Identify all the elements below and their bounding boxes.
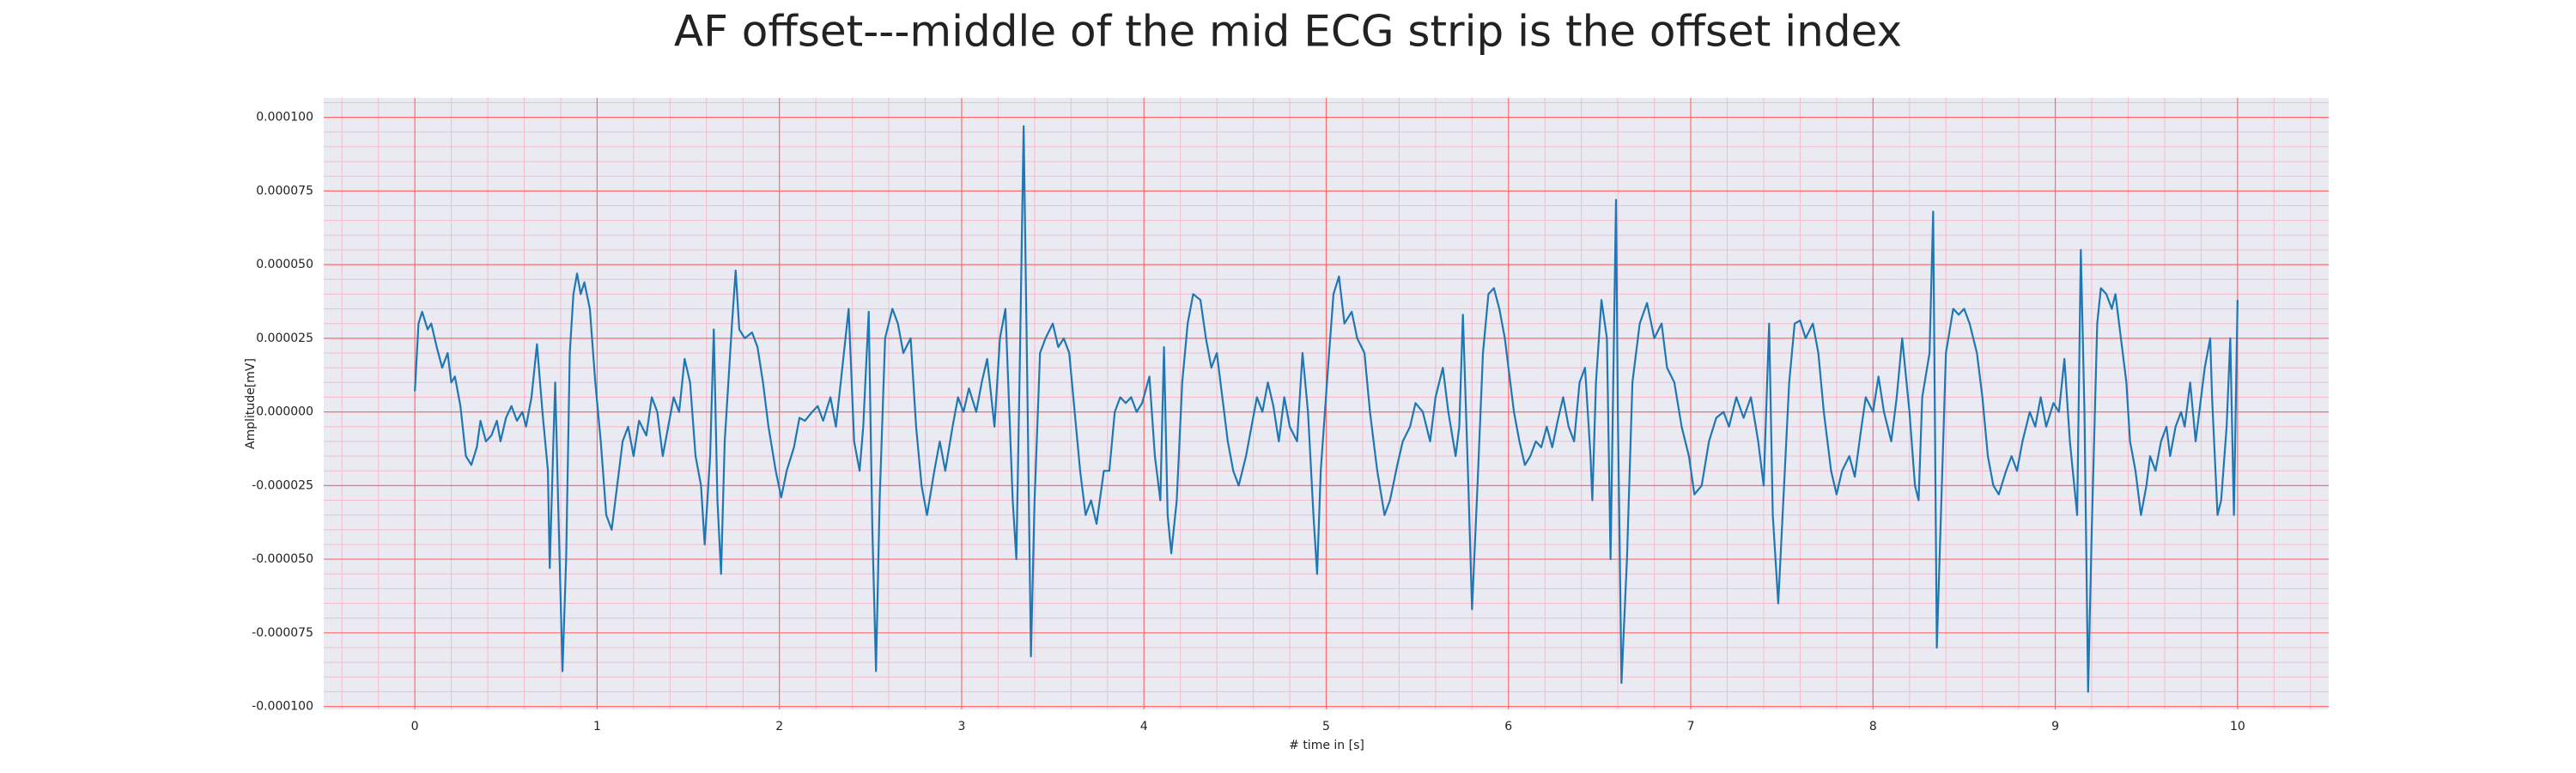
y-tick-label: 0.000100 — [256, 111, 313, 125]
x-tick-label: 3 — [957, 720, 965, 733]
ecg-line — [414, 125, 2239, 693]
x-tick-label: 1 — [593, 720, 601, 733]
y-tick-label: -0.000075 — [252, 626, 313, 640]
x-tick-label: 10 — [2230, 720, 2245, 733]
x-axis-label: # time in [s] — [1289, 739, 1364, 752]
y-tick-label: 0.000050 — [256, 258, 313, 271]
x-tick-label: 9 — [2051, 720, 2059, 733]
y-tick-label: -0.000100 — [252, 700, 313, 714]
y-tick-label: 0.000000 — [256, 405, 313, 419]
x-tick-label: 4 — [1140, 720, 1148, 733]
y-axis-label: Amplitude[mV] — [244, 358, 258, 449]
x-tick-label: 7 — [1687, 720, 1695, 733]
x-tick-label: 6 — [1504, 720, 1512, 733]
y-tick-label: -0.000050 — [252, 552, 313, 566]
x-tick-label: 0 — [411, 720, 419, 733]
x-tick-label: 2 — [775, 720, 783, 733]
x-tick-label: 5 — [1322, 720, 1330, 733]
chart-title: AF offset---middle of the mid ECG strip … — [674, 7, 1902, 57]
y-tick-label: 0.000075 — [256, 184, 313, 198]
y-tick-label: 0.000025 — [256, 332, 313, 345]
y-tick-label: -0.000025 — [252, 478, 313, 492]
x-tick-label: 8 — [1869, 720, 1877, 733]
